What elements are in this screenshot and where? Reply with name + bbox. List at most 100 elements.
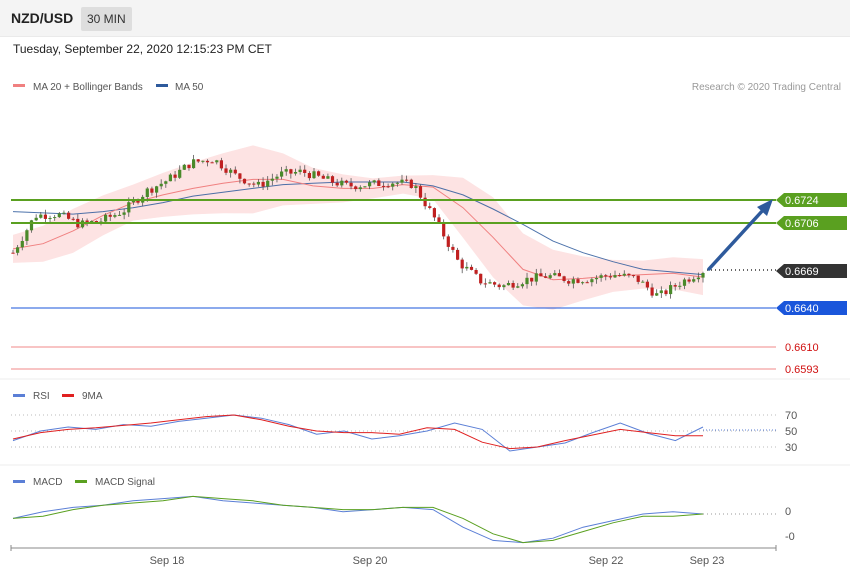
level-label-last: 0.6669 <box>785 266 819 278</box>
level-tag-resistance-1 <box>776 193 847 207</box>
candle-body <box>678 285 682 287</box>
candle-body <box>372 180 376 183</box>
candle-body <box>377 180 381 186</box>
candle-body <box>164 181 168 184</box>
level-tag-resistance-2 <box>776 216 847 230</box>
candle-body <box>349 182 353 187</box>
candle-body <box>16 247 20 253</box>
candle-body <box>534 273 538 282</box>
candle-body <box>150 188 154 193</box>
legend-ma20: MA 20 + Bollinger Bands <box>33 82 143 93</box>
candle-body <box>418 186 423 198</box>
macd-tick-zero: 0 <box>785 506 791 518</box>
candle-body <box>645 281 649 288</box>
candle-body <box>57 213 61 218</box>
candle-body <box>631 275 636 277</box>
candle-body <box>465 266 469 269</box>
macd-signal-line <box>12 495 704 544</box>
candle-body <box>525 277 529 285</box>
candle-body <box>303 169 307 173</box>
legend-swatch-macd <box>13 480 25 483</box>
timeframe-badge[interactable]: 30 MIN <box>81 7 132 31</box>
candle-body <box>409 179 413 188</box>
legend-swatch-rsi-ma <box>62 394 74 397</box>
candle-body <box>168 174 172 182</box>
candle-body <box>307 173 311 179</box>
candle-body <box>636 275 640 282</box>
candle-body <box>62 212 66 214</box>
candle-body <box>344 180 348 183</box>
candle-body <box>113 215 117 217</box>
bollinger-band <box>13 145 703 310</box>
candle-body <box>205 160 210 163</box>
candle-body <box>159 183 163 187</box>
candle-body <box>483 283 487 285</box>
rsi-ma-line <box>12 414 703 450</box>
candle-body <box>330 176 335 183</box>
candle-body <box>34 217 38 221</box>
price-legend: MA 20 + Bollinger Bands MA 50 <box>13 82 204 93</box>
candle-body <box>39 214 43 218</box>
candle-body <box>182 164 186 170</box>
candle-body <box>539 273 543 277</box>
level-tag-pivot <box>776 301 847 315</box>
forecast-arrow-head <box>757 199 773 216</box>
candle-body <box>201 160 205 162</box>
candle-body <box>215 160 219 163</box>
candle-body <box>474 270 478 274</box>
candle-body <box>229 169 233 173</box>
candle-body <box>358 187 362 190</box>
candle-body <box>321 175 325 179</box>
candle-body <box>284 169 288 172</box>
candle-body <box>585 282 589 284</box>
candle-body <box>664 290 668 295</box>
candle-body <box>155 186 159 193</box>
candle-body <box>553 273 557 276</box>
candle-body <box>192 159 196 169</box>
candle-body <box>446 236 450 247</box>
macd-legend: MACD MACD Signal <box>13 477 155 488</box>
candle-body <box>145 188 149 197</box>
level-label-resistance-1: 0.6724 <box>785 195 819 207</box>
candle-body <box>53 217 57 219</box>
candle-body <box>511 283 515 288</box>
candle-body <box>400 179 404 183</box>
candle-body <box>117 214 122 216</box>
candle-body <box>238 173 242 179</box>
pair-title: NZD/USD <box>11 10 74 26</box>
candle-body <box>493 282 497 285</box>
candle-body <box>502 285 506 288</box>
candle-body <box>488 282 492 284</box>
candle-body <box>442 222 446 237</box>
candle-body <box>242 178 247 184</box>
candle-body <box>48 218 52 219</box>
candle-body <box>280 171 284 177</box>
candle-body <box>618 275 622 277</box>
candle-body <box>520 284 524 287</box>
candle-body <box>451 246 455 250</box>
candlesticks <box>11 154 705 299</box>
x-axis: Sep 18 Sep 20 Sep 22 Sep 23 <box>10 545 777 567</box>
candle-body <box>622 273 626 276</box>
legend-swatch-ma20 <box>13 84 25 87</box>
candle-body <box>381 185 386 187</box>
candle-body <box>317 171 321 176</box>
level-label-resistance-2: 0.6706 <box>785 218 819 230</box>
rsi-tick-30: 30 <box>785 442 797 454</box>
candle-body <box>85 220 89 223</box>
candle-body <box>414 186 418 188</box>
candle-body <box>11 252 15 254</box>
candle-body <box>557 273 561 277</box>
candle-body <box>178 169 182 178</box>
candle-body <box>696 277 700 280</box>
candle-body <box>187 164 191 169</box>
candle-body <box>122 212 126 215</box>
candle-body <box>219 160 223 169</box>
level-label-support-2: 0.6593 <box>785 364 819 376</box>
candle-body <box>437 217 441 223</box>
candle-body <box>581 282 585 284</box>
candle-body <box>469 266 474 270</box>
candle-body <box>312 171 316 179</box>
